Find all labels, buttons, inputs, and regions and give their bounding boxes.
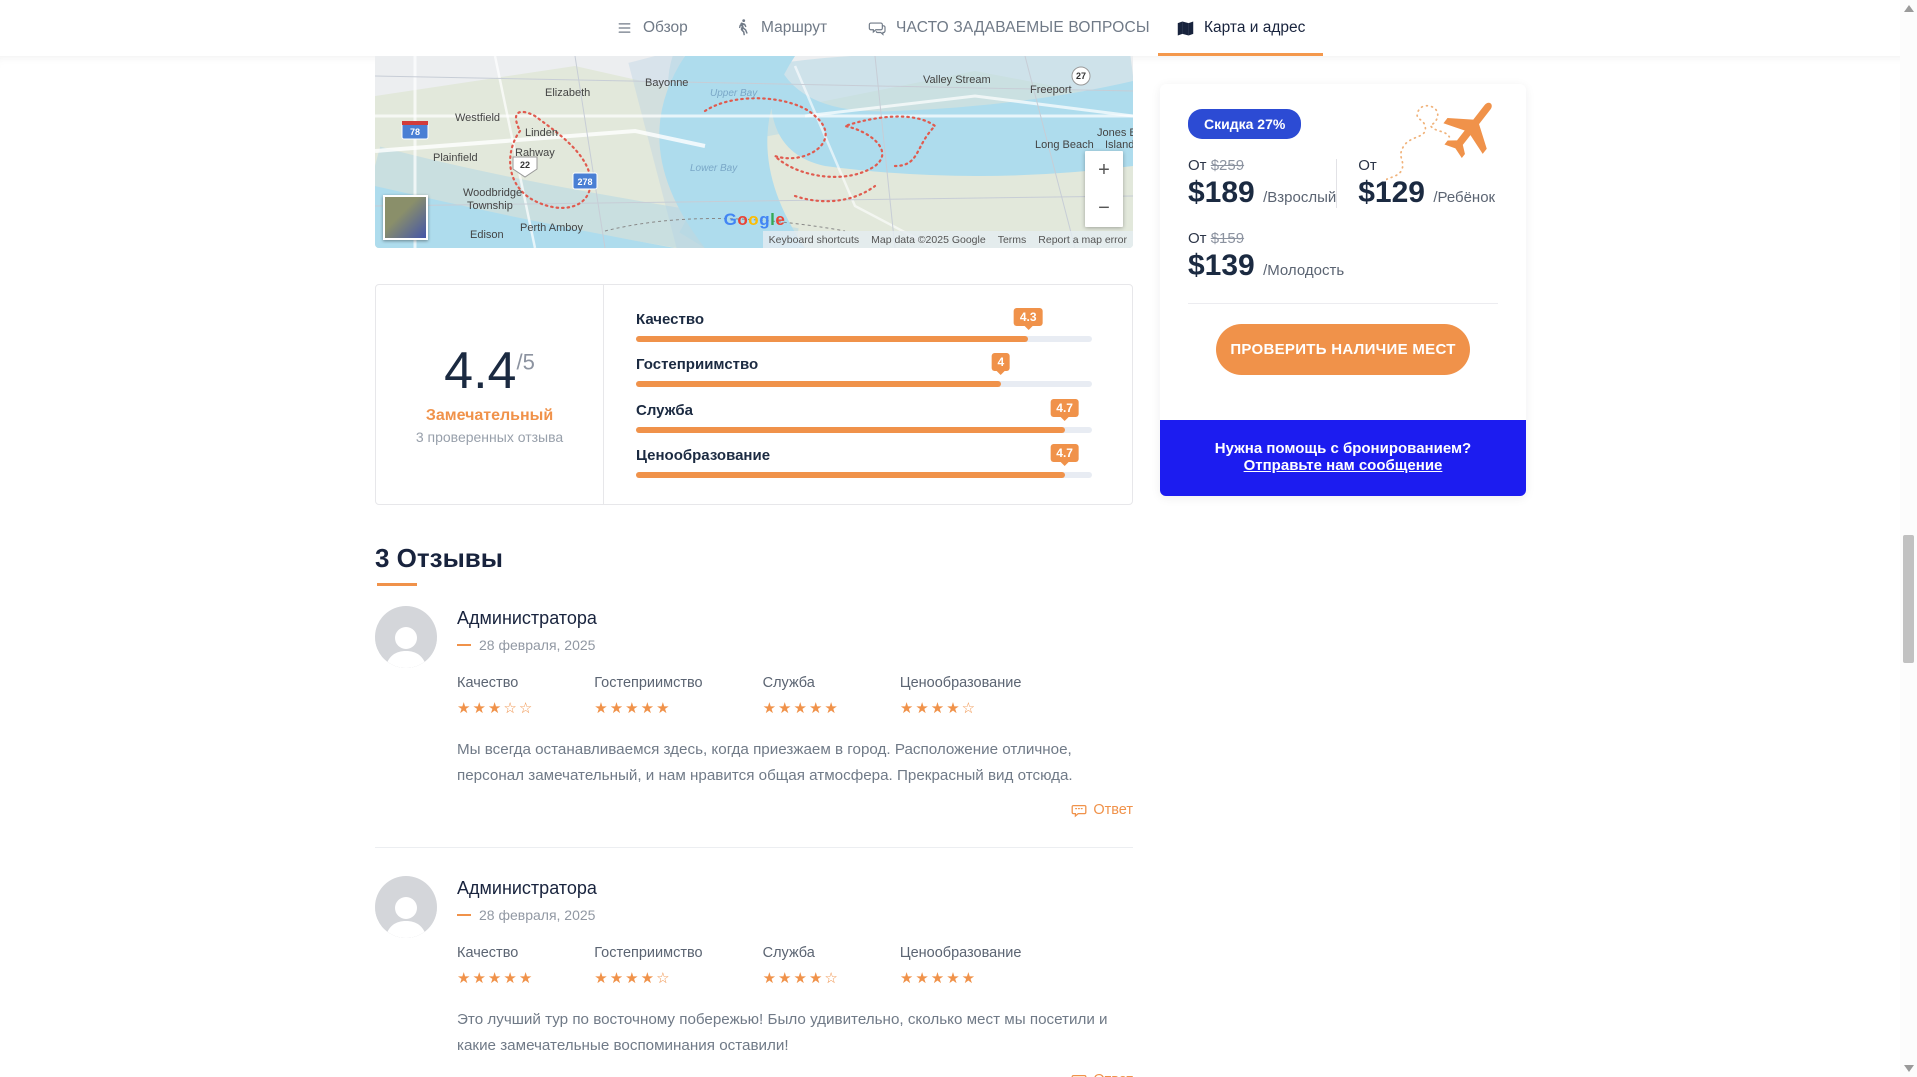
svg-text:Woodbridge: Woodbridge (463, 187, 522, 199)
svg-text:Long Beach: Long Beach (1035, 139, 1094, 151)
svg-text:Island: Island (1105, 139, 1133, 151)
svg-text:78: 78 (410, 127, 420, 137)
svg-text:Lower Bay: Lower Bay (690, 163, 738, 174)
svg-text:278: 278 (577, 177, 592, 187)
svg-text:Upper Bay: Upper Bay (710, 88, 758, 99)
svg-text:Township: Township (467, 200, 513, 212)
svg-text:Rahway: Rahway (515, 147, 555, 159)
svg-text:Bayonne: Bayonne (645, 77, 688, 89)
svg-text:22: 22 (520, 160, 530, 170)
svg-text:Plainfield: Plainfield (433, 152, 478, 164)
svg-text:Jones Beach: Jones Beach (1097, 127, 1133, 139)
svg-text:Elizabeth: Elizabeth (545, 87, 590, 99)
svg-text:27: 27 (1076, 71, 1086, 81)
svg-text:Valley Stream: Valley Stream (923, 74, 991, 86)
svg-text:Linden: Linden (525, 127, 558, 139)
svg-text:Freeport: Freeport (1030, 84, 1072, 96)
svg-text:Westfield: Westfield (455, 112, 500, 124)
